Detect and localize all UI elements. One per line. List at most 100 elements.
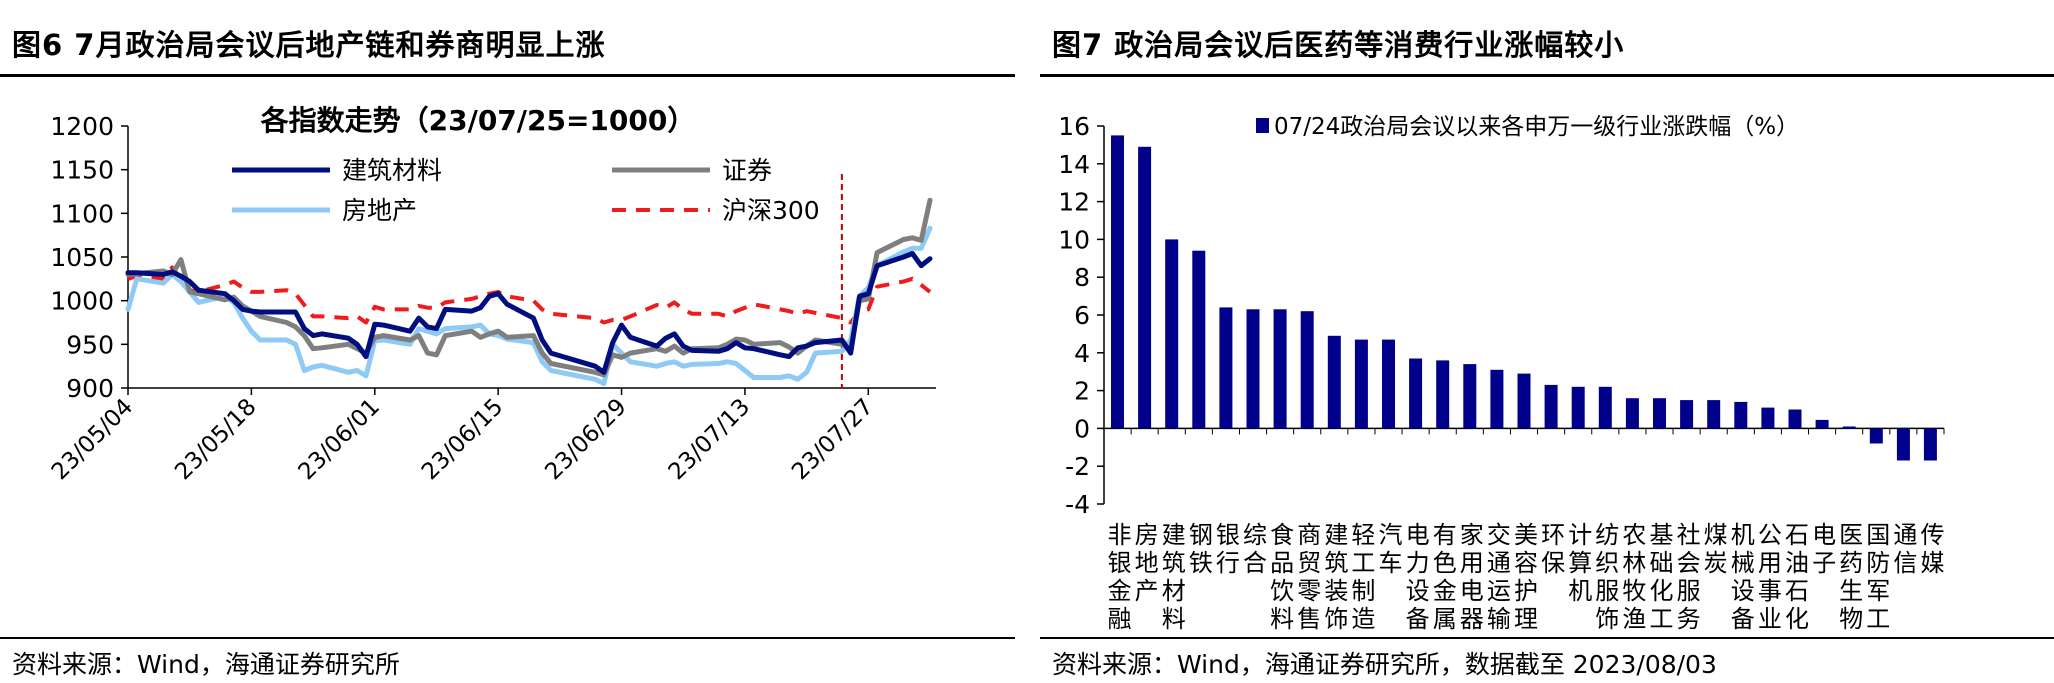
y-tick-label: 1000 [50,287,114,316]
category-label-char: 零 [1297,577,1321,605]
category-label: 环保 [1541,521,1565,577]
index-trend-line-chart: 各指数走势（23/07/25=1000） 900 950 1000 1050 1100 1… [47,104,936,485]
legend-label: 07/24政治局会议以来各申万一级行业涨跌幅（%） [1274,114,1799,140]
category-label: 电力设备 [1406,521,1430,633]
category-label-char: 房 [1135,521,1159,549]
category-label-char: 品 [1270,549,1294,577]
category-label-char: 输 [1487,605,1511,633]
category-label-char: 综 [1243,521,1267,549]
category-label: 机械设备 [1731,521,1755,633]
category-label-char: 料 [1162,605,1186,633]
category-label-char: 国 [1866,521,1890,549]
category-label-char: 机 [1568,577,1592,605]
bar [1165,239,1179,429]
bar [1409,358,1423,429]
category-label-char: 器 [1460,605,1484,633]
category-label-char: 用 [1460,549,1484,577]
category-label-char: 环 [1541,521,1565,549]
category-label-char: 电 [1812,521,1836,549]
category-label-char: 务 [1677,605,1701,633]
category-label-char: 造 [1351,605,1375,633]
bar [1300,311,1314,429]
bar [1544,384,1558,429]
y-tick-label: 12 [1058,188,1090,217]
y-tick-label: 1200 [50,112,114,141]
category-label-char: 饰 [1324,605,1348,633]
category-label-char: 属 [1433,605,1457,633]
category-label-char: 电 [1460,577,1484,605]
category-label-char: 化 [1785,605,1809,633]
category-label-char: 设 [1406,577,1430,605]
series-line-0 [125,251,933,375]
category-label: 钢铁 [1189,521,1213,577]
category-label-char: 轻 [1351,521,1375,549]
source-divider [0,637,1015,639]
source-divider [1040,637,2054,639]
bar [1842,426,1856,429]
category-label-char: 社 [1677,521,1701,549]
series-line-1 [125,197,933,378]
bar [1788,409,1802,429]
y-tick-label: 4 [1074,339,1090,368]
y-tick-label: 1100 [50,199,114,228]
category-label-char: 生 [1839,577,1863,605]
category-label: 汽车 [1379,521,1403,577]
bar [1734,401,1748,429]
category-label-char: 汽 [1379,521,1403,549]
category-label-char: 电 [1406,521,1430,549]
category-label: 非银金融 [1108,521,1132,633]
bar [1761,407,1775,429]
category-label-char: 理 [1514,605,1538,633]
category-label-char: 银 [1108,549,1132,577]
bar [1463,364,1477,429]
bar [1327,335,1341,429]
category-label-char: 产 [1135,577,1159,605]
category-label: 煤炭 [1704,521,1728,577]
x-tick-label: 23/05/18 [170,394,261,485]
bar [1354,339,1368,429]
category-label-char: 美 [1514,521,1538,549]
category-label-char: 工 [1351,549,1375,577]
bar [1571,386,1585,429]
category-label-char: 传 [1920,521,1944,549]
category-label-char: 油 [1785,549,1809,577]
category-label-char: 工 [1649,605,1673,633]
category-label-char: 地 [1135,549,1159,577]
category-label-char: 饮 [1270,577,1294,605]
figure-6-title: 图6 7月政治局会议后地产链和券商明显上涨 [12,28,606,62]
bar [1598,386,1612,429]
bar [1653,398,1666,429]
category-label-char: 银 [1216,521,1240,549]
category-label-char: 设 [1731,577,1755,605]
category-label-char: 筑 [1162,549,1186,577]
category-label-char: 煤 [1704,521,1728,549]
x-tick-label: 23/05/04 [47,394,138,485]
source-note: 资料来源：Wind，海通证券研究所，数据截至 2023/08/03 [1052,650,1717,679]
category-label-char: 护 [1514,577,1538,605]
category-label-char: 业 [1758,605,1782,633]
category-label-char: 钢 [1189,521,1213,549]
category-label-char: 药 [1839,549,1863,577]
category-label-char: 计 [1568,521,1592,549]
industry-change-bar-chart: 07/24政治局会议以来各申万一级行业涨跌幅（%） -4 -2 0 2 4 6 8 10 12 1… [1058,112,1945,633]
bar [1517,373,1531,429]
category-label-char: 力 [1406,549,1430,577]
category-label-char: 纺 [1595,521,1619,549]
y-tick-label: 8 [1074,263,1090,292]
category-label-char: 行 [1216,549,1240,577]
category-label-char: 医 [1839,521,1863,549]
category-label-char: 军 [1866,577,1890,605]
category-label-char: 通 [1487,549,1511,577]
category-label: 商贸零售 [1297,521,1321,633]
category-label: 综合 [1243,521,1267,577]
category-label-char: 牧 [1622,577,1646,605]
category-label: 石油石化 [1785,521,1809,633]
category-label: 建筑装饰 [1324,521,1348,633]
category-label-char: 合 [1243,549,1267,577]
category-label-char: 石 [1785,577,1809,605]
category-label: 国防军工 [1866,521,1890,633]
category-label: 农林牧渔 [1622,521,1646,633]
x-tick-label: 23/07/27 [787,394,878,485]
y-tick-label: 900 [66,374,114,403]
category-label: 房地产 [1135,521,1159,605]
